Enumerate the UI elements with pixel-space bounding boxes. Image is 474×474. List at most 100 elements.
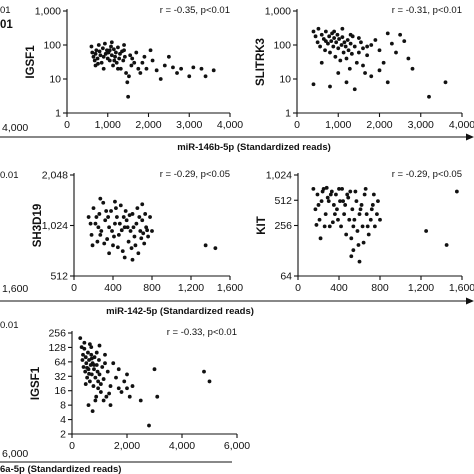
data-point <box>349 254 354 259</box>
data-point <box>90 243 95 248</box>
data-point <box>348 189 353 194</box>
data-point <box>385 31 390 36</box>
data-point <box>354 199 359 204</box>
data-point <box>109 40 114 45</box>
data-point <box>359 203 364 207</box>
data-point <box>140 202 145 207</box>
data-point <box>98 390 103 394</box>
data-point <box>114 50 118 55</box>
x-tick-label: 800 <box>371 282 389 294</box>
stat-annotation: r = -0.29, p<0.05 <box>160 169 230 180</box>
data-point <box>78 336 83 341</box>
data-point <box>148 48 153 53</box>
data-point <box>117 56 122 61</box>
data-point <box>121 215 126 219</box>
data-point <box>363 71 367 75</box>
y-tick-label: 8 <box>60 400 66 412</box>
data-point <box>93 221 98 226</box>
data-point <box>101 200 106 205</box>
data-point <box>203 243 208 248</box>
data-point <box>91 206 96 211</box>
data-point <box>158 77 163 81</box>
data-point <box>93 375 98 380</box>
data-point <box>328 192 333 197</box>
x-tick-label: 2,000 <box>114 440 140 452</box>
data-point <box>85 375 90 380</box>
data-point <box>331 203 336 207</box>
data-point <box>356 50 361 55</box>
data-point <box>92 367 96 372</box>
data-point <box>152 367 157 372</box>
data-point <box>112 234 116 239</box>
data-point <box>336 71 341 75</box>
data-point <box>101 398 106 403</box>
data-point <box>365 53 370 58</box>
data-point <box>345 38 350 42</box>
data-point <box>87 342 92 347</box>
data-point <box>135 206 140 211</box>
x-tick-label: 1,000 <box>325 119 351 131</box>
panel-5: 2 4 8 16 32 64 128 256 0 2,000 4,000 6,000 IGSF1 r = … <box>30 327 250 452</box>
data-point <box>94 350 99 355</box>
data-point <box>402 39 407 44</box>
data-point <box>454 189 459 194</box>
left-stat-row1: 01 <box>0 5 11 16</box>
data-point <box>125 386 129 391</box>
data-point <box>115 245 120 250</box>
data-point <box>101 377 106 381</box>
data-point <box>323 212 328 217</box>
data-point <box>187 74 192 79</box>
data-point <box>424 229 429 233</box>
data-point <box>132 60 137 65</box>
data-point <box>120 249 125 254</box>
data-point <box>94 394 99 399</box>
data-point <box>107 251 111 256</box>
data-point <box>138 71 143 75</box>
data-point <box>211 68 216 73</box>
y-tick-label: 32 <box>54 371 66 383</box>
data-point <box>378 217 382 222</box>
data-point <box>345 192 350 197</box>
data-point <box>333 212 337 217</box>
data-point <box>365 224 370 229</box>
data-point <box>340 186 344 191</box>
data-point <box>326 199 331 204</box>
data-point <box>82 340 87 345</box>
data-point <box>358 207 363 212</box>
x-tick-label: 4,000 <box>217 119 243 131</box>
data-point <box>98 53 103 58</box>
data-point <box>340 26 345 31</box>
data-point <box>346 48 351 53</box>
data-point <box>124 218 129 223</box>
data-point <box>83 355 88 360</box>
data-point <box>111 63 115 68</box>
data-point <box>114 206 118 211</box>
data-point <box>125 225 130 230</box>
data-point <box>318 236 323 241</box>
y-tick-label: 256 <box>274 220 292 232</box>
data-point <box>122 43 126 47</box>
data-point <box>109 53 114 58</box>
data-point <box>91 384 96 388</box>
data-point <box>104 394 109 399</box>
left-stat-row2: 0.01 <box>0 170 19 181</box>
data-point <box>97 212 102 216</box>
data-point <box>117 221 122 226</box>
data-point <box>324 185 329 190</box>
data-point <box>398 32 403 37</box>
data-point <box>148 215 152 219</box>
data-point <box>82 346 87 351</box>
data-point <box>333 54 338 59</box>
data-point <box>344 80 349 85</box>
data-point <box>83 382 88 386</box>
data-point <box>99 229 104 233</box>
data-point <box>118 203 123 208</box>
data-point <box>96 43 101 47</box>
data-point <box>202 369 206 374</box>
data-point <box>128 53 133 58</box>
x-tick-label: 0 <box>64 119 70 131</box>
data-point <box>381 60 386 65</box>
data-point <box>96 61 100 66</box>
y-tick-label: 128 <box>48 342 66 354</box>
